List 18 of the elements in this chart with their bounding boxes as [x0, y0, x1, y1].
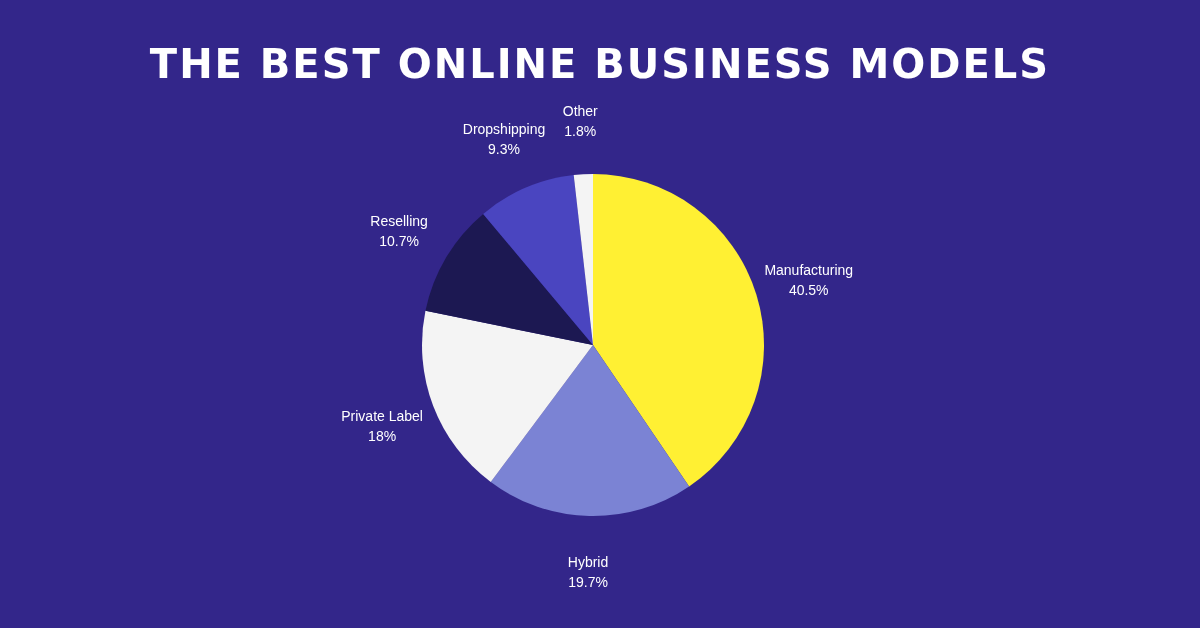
slice-label: Reselling [370, 212, 428, 229]
data-label: 1.8% [564, 122, 597, 139]
pie-slice [483, 175, 593, 345]
pie-slice [422, 310, 593, 483]
data-label: 9.3% [488, 140, 520, 157]
pie-slice [425, 213, 593, 345]
slice-label: Other [562, 102, 599, 119]
slice-label: Manufacturing [764, 261, 854, 278]
data-label: 40.5% [788, 281, 829, 298]
data-label: 19.7% [568, 573, 608, 590]
slice-label: Dropshipping [462, 120, 546, 137]
pie-slice [593, 174, 764, 487]
data-label: 18% [368, 428, 397, 445]
slice-label: Private Label [341, 408, 423, 425]
chart-title: THE BEST ONLINE BUSINESS MODELS [149, 41, 1051, 87]
slice-label: Hybrid [567, 553, 609, 570]
pie-slice [490, 345, 690, 516]
data-label: 10.7% [379, 232, 419, 249]
